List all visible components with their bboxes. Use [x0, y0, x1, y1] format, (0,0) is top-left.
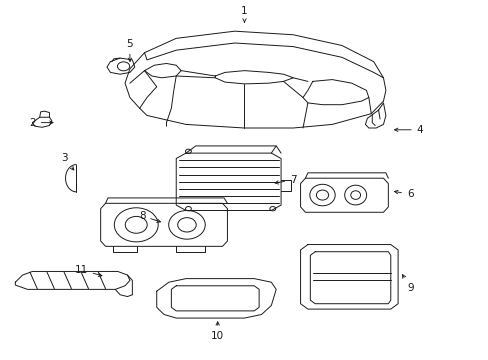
Text: 10: 10 — [211, 322, 224, 341]
Text: 11: 11 — [74, 265, 102, 276]
Text: 3: 3 — [61, 153, 74, 170]
Text: 8: 8 — [139, 211, 160, 222]
Text: 1: 1 — [241, 6, 247, 22]
Text: 6: 6 — [394, 189, 413, 199]
Text: 4: 4 — [394, 125, 423, 135]
Text: 5: 5 — [126, 39, 133, 62]
Text: 9: 9 — [402, 275, 413, 293]
Text: 2: 2 — [29, 118, 53, 128]
Text: 7: 7 — [274, 175, 296, 185]
